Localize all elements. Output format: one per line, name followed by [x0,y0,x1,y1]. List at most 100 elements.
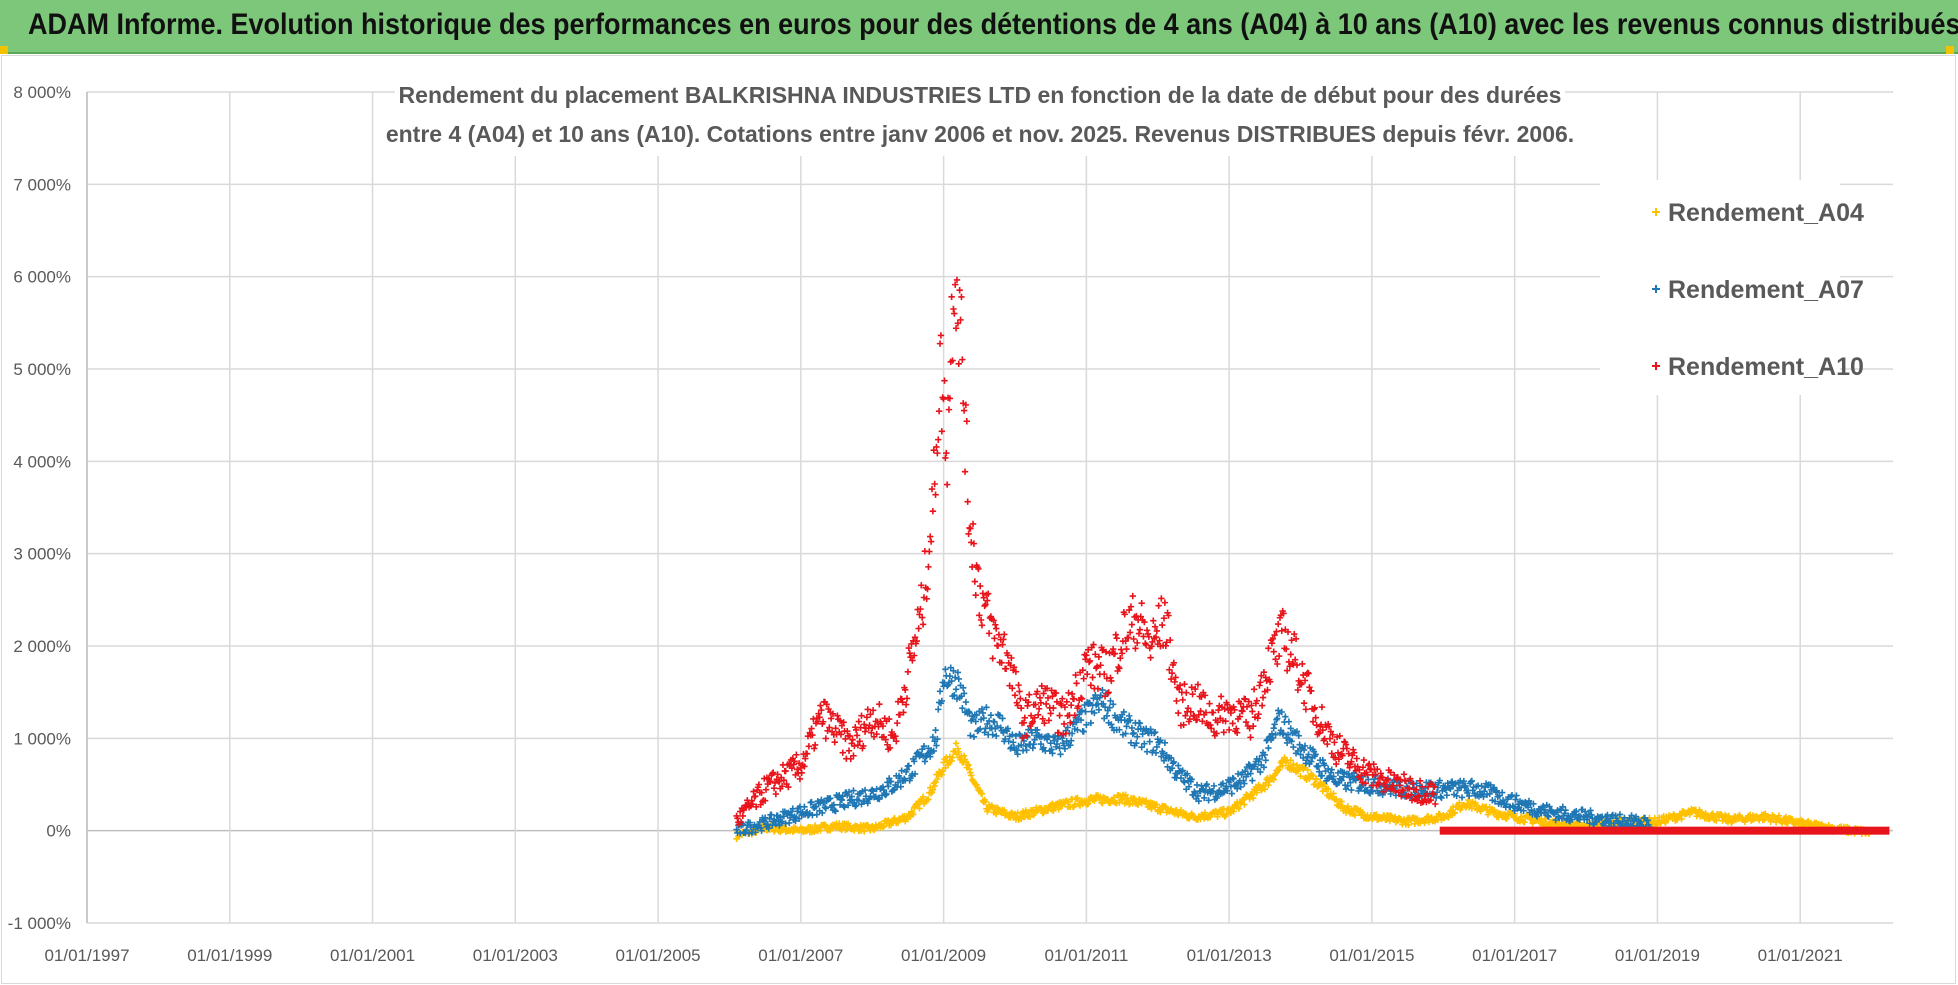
data-point [808,725,815,732]
data-point [887,778,895,785]
data-point [1462,782,1469,790]
data-point [1199,718,1206,725]
data-point [1299,754,1307,762]
data-point [1182,712,1189,719]
data-point [1306,684,1313,691]
data-point [1278,627,1285,634]
data-point [936,688,944,695]
data-point [1332,754,1339,761]
data-point [1157,809,1164,816]
axis-tick-labels: -1 000% 0% 1 000% 2 000% 3 000% 4 000% 5 000% 6… [8,83,1843,965]
data-point [1209,709,1217,716]
data-point [1075,703,1082,710]
data-point [1447,785,1454,793]
data-point [1340,773,1347,780]
data-point [876,795,883,803]
data-point [1353,755,1360,762]
data-point [1468,805,1476,812]
data-point [761,797,769,804]
data-point [1299,671,1307,679]
data-point [860,742,867,750]
data-point [1189,691,1196,698]
data-point [960,690,968,697]
data-point [1141,740,1148,747]
data-point [863,714,871,721]
data-point [1364,771,1371,779]
data-point [1118,650,1126,657]
data-point [1294,767,1302,775]
data-point [1253,789,1260,796]
data-point [965,708,972,715]
data-point [846,732,854,740]
data-point [898,696,905,703]
data-point [1263,737,1270,744]
data-point [1375,781,1383,788]
data-point [791,758,798,765]
data-point [1108,677,1115,685]
data-point [837,731,845,738]
data-point [841,804,848,811]
data-point [1031,714,1038,722]
data-point [1246,725,1253,732]
data-point [1512,796,1519,803]
data-point [1223,810,1230,818]
data-point [935,436,942,443]
data-point [1400,771,1408,778]
data-point [933,742,940,749]
data-point [1194,681,1202,688]
data-point [1097,692,1104,699]
data-point [1170,758,1178,766]
data-point [1030,740,1037,748]
data-point [1111,650,1119,657]
data-point [1157,737,1164,744]
data-point [1521,818,1528,826]
data-point [1593,818,1600,826]
data-point [1503,815,1510,823]
data-point [832,807,839,815]
data-point [1048,746,1055,753]
data-point [1407,775,1414,782]
data-point [1616,811,1624,818]
data-point [1262,674,1269,681]
data-point [1316,768,1323,775]
data-point [959,356,966,363]
data-point [1013,746,1020,754]
data-point [1324,785,1332,793]
data-point [1126,606,1133,614]
data-point [830,801,838,809]
data-point [1090,641,1097,648]
data-point [1194,792,1202,800]
data-point [1127,603,1135,610]
data-point [1604,811,1611,819]
data-point [976,725,984,733]
data-point [1047,739,1054,747]
data-point [931,480,938,488]
data-point [1498,789,1506,796]
data-point [1465,796,1472,804]
data-point [1300,746,1308,754]
data-point [1359,764,1367,771]
data-point [848,793,855,800]
data-point [1134,733,1141,740]
data-point [952,686,960,693]
data-point [1071,712,1078,719]
data-point [1099,686,1106,694]
data-point [1342,741,1350,748]
data-point [1345,770,1352,778]
data-point [977,616,985,624]
data-point [1207,813,1214,821]
data-point [1020,719,1028,726]
data-point [1220,789,1227,796]
data-point [1456,799,1463,806]
data-point [1116,665,1123,672]
data-point [929,733,937,741]
data-point [1188,684,1195,691]
data-point [1265,781,1272,789]
data-point [1183,689,1190,696]
data-point [1024,733,1031,741]
data-point [1208,725,1215,732]
data-point [1002,665,1010,673]
data-point [1335,755,1343,763]
data-point [1224,787,1231,795]
data-point [1078,707,1086,714]
